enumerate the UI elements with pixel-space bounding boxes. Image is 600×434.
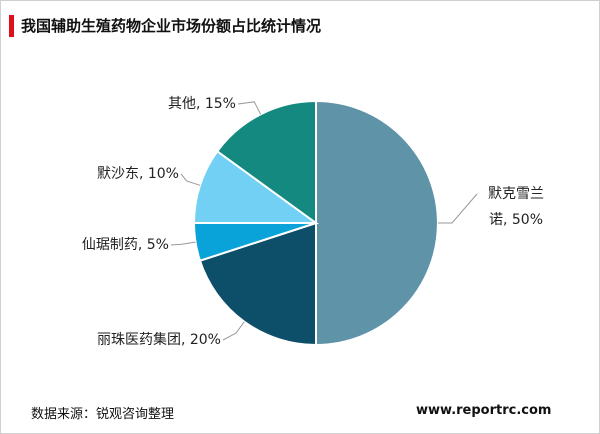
pie-slice bbox=[192, 149, 320, 224]
data-label: 默沙东, 10% bbox=[96, 166, 179, 182]
data-label: 丽珠医药集团, 20% bbox=[96, 332, 221, 348]
source: 数据来源：锐观咨询整理 bbox=[31, 407, 175, 422]
pie-slice bbox=[315, 99, 439, 347]
pie-slice bbox=[198, 221, 317, 347]
leader-line bbox=[237, 101, 262, 115]
data-label: 默克雪兰诺, 50% bbox=[488, 186, 544, 228]
pie-slice bbox=[215, 99, 317, 225]
data-label: 仙琚制药, 5% bbox=[81, 237, 169, 253]
chart-title: 我国辅助生殖药物企业市场份额占比统计情况 bbox=[21, 17, 322, 35]
data-label: 其他, 15% bbox=[167, 96, 236, 112]
leader-line bbox=[180, 173, 201, 186]
title-accent bbox=[9, 15, 14, 37]
website: www.reportrc.com bbox=[416, 403, 552, 418]
leader-line bbox=[170, 241, 196, 246]
leader-line bbox=[438, 193, 478, 224]
leader-line bbox=[222, 321, 245, 341]
